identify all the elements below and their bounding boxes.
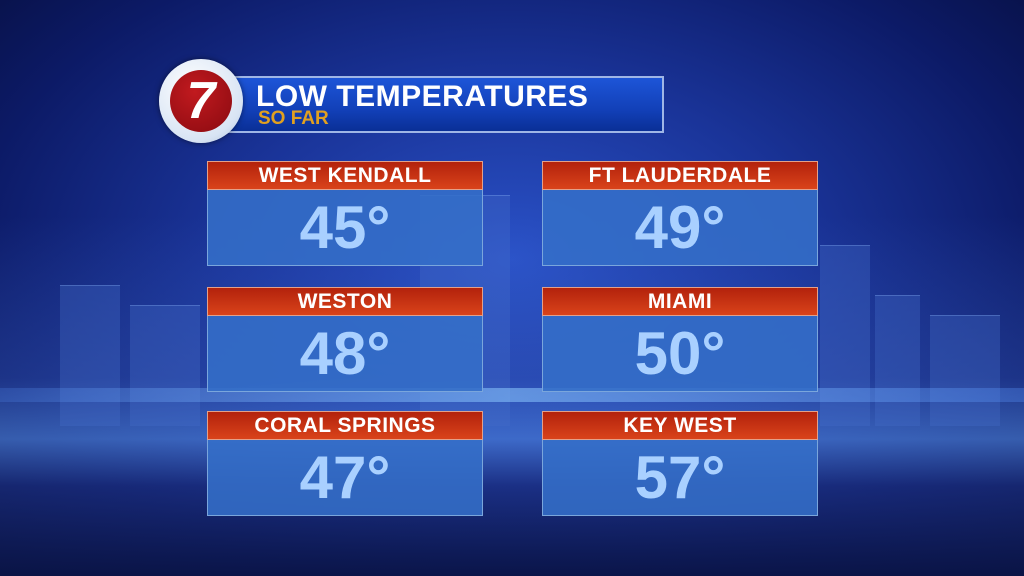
temp-card-miami: MIAMI 50° [542,287,818,392]
temp-card-ft-lauderdale: FT LAUDERDALE 49° [542,161,818,266]
title-banner: LOW TEMPERATURES SO FAR [228,76,664,133]
page-subtitle: SO FAR [258,108,329,129]
location-name: FT LAUDERDALE [542,161,818,190]
temp-card-key-west: KEY WEST 57° [542,411,818,516]
location-name: WEST KENDALL [207,161,483,190]
temperature-value: 48° [207,316,483,392]
temp-card-weston: WESTON 48° [207,287,483,392]
location-name: CORAL SPRINGS [207,411,483,440]
location-name: MIAMI [542,287,818,316]
temperature-value: 57° [542,440,818,516]
temp-card-west-kendall: WEST KENDALL 45° [207,161,483,266]
bridge-light-streak [0,388,1024,402]
temperature-value: 47° [207,440,483,516]
temp-card-coral-springs: CORAL SPRINGS 47° [207,411,483,516]
temperature-value: 49° [542,190,818,266]
logo-numeral: 7 [170,70,232,132]
channel-7-logo: 7 [159,59,243,143]
page-title: LOW TEMPERATURES [256,80,589,113]
temperature-value: 45° [207,190,483,266]
temperature-value: 50° [542,316,818,392]
location-name: KEY WEST [542,411,818,440]
location-name: WESTON [207,287,483,316]
